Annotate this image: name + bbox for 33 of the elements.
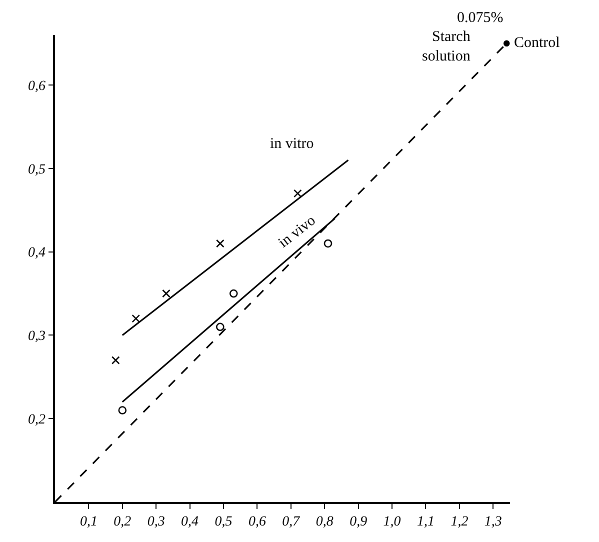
- point: [503, 40, 510, 46]
- y-tick-label: 0,5: [28, 162, 46, 178]
- x-tick-label: 1,0: [383, 514, 401, 530]
- point: [112, 356, 120, 364]
- y-tick-label: 0,6: [28, 78, 46, 94]
- x-tick-label: 1,3: [484, 514, 502, 530]
- x-tick-label: 0,9: [350, 514, 368, 530]
- point: [132, 314, 140, 323]
- x-tick-label: 0,7: [282, 514, 301, 530]
- x-tick-label: 0,5: [214, 514, 232, 530]
- annotation: in vitro: [270, 136, 314, 152]
- x-tick-label: 0,4: [181, 514, 199, 530]
- point: [118, 406, 127, 414]
- point: [229, 289, 238, 298]
- point: [216, 322, 224, 332]
- point: [294, 189, 302, 198]
- y-tick-label: 0,2: [28, 412, 46, 428]
- x-tick-label: 0,8: [316, 514, 334, 530]
- annotation: in vivo: [276, 212, 319, 252]
- x-tick-label: 1,2: [450, 514, 468, 530]
- x-tick-label: 0,1: [80, 514, 98, 530]
- x-tick-label: 0,6: [248, 514, 266, 530]
- x-tick-label: 1,1: [416, 514, 434, 530]
- annotation: Starch solution: [422, 29, 471, 64]
- x-tick-label: 0,3: [147, 514, 165, 530]
- point: [324, 239, 332, 248]
- y-tick-label: 0,3: [28, 329, 46, 344]
- point: [162, 289, 170, 298]
- x-tick-label: 0,2: [114, 514, 132, 530]
- text: 0.075%: [457, 10, 504, 26]
- y-tick-label: 0,4: [28, 246, 46, 261]
- point: [216, 239, 224, 248]
- annotation: Control: [514, 35, 560, 51]
